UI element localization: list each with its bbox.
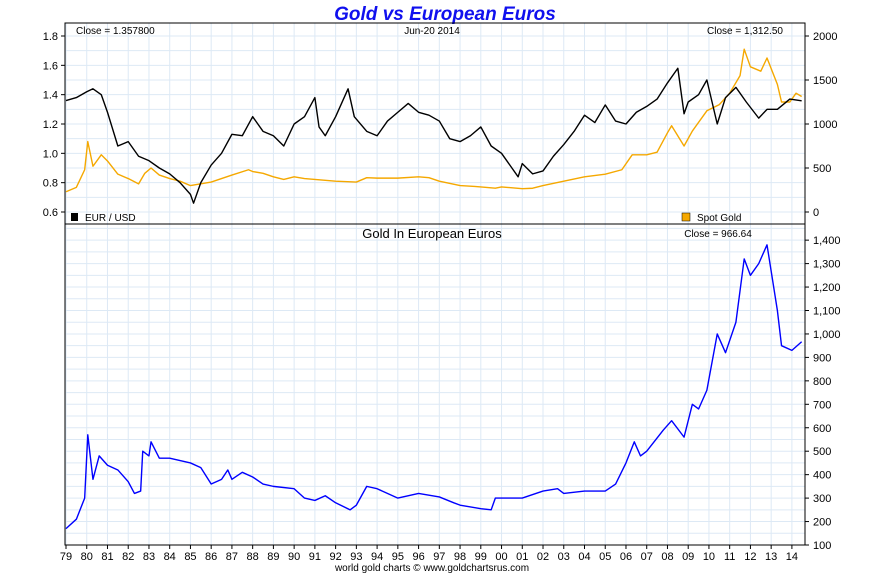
y-lower-tick-label: 400 <box>813 470 831 482</box>
x-tick-label: 79 <box>60 551 72 563</box>
x-tick-label: 09 <box>682 551 694 563</box>
x-tick-label: 96 <box>412 551 424 563</box>
lower-close-label: Close = 966.64 <box>684 229 752 240</box>
y-left-tick-label: 0.6 <box>43 207 58 219</box>
lower-panel-title: Gold In European Euros <box>362 226 502 241</box>
y-lower-tick-label: 900 <box>813 352 831 364</box>
y-lower-tick-label: 1,100 <box>813 306 841 318</box>
x-tick-label: 82 <box>122 551 134 563</box>
x-tick-label: 06 <box>620 551 632 563</box>
y-lower-tick-label: 1,000 <box>813 329 841 341</box>
left-close-label: Close = 1.357800 <box>76 26 155 37</box>
x-tick-label: 80 <box>81 551 93 563</box>
y-right-tick-label: 1500 <box>813 75 837 87</box>
y-lower-tick-label: 800 <box>813 376 831 388</box>
x-tick-label: 07 <box>641 551 653 563</box>
y-lower-tick-label: 300 <box>813 493 831 505</box>
x-tick-label: 90 <box>288 551 300 563</box>
x-tick-label: 04 <box>578 551 590 563</box>
x-tick-label: 14 <box>786 551 798 563</box>
y-left-tick-label: 1.4 <box>43 90 58 102</box>
x-tick-label: 94 <box>371 551 383 563</box>
plot-frame <box>64 22 806 546</box>
y-lower-tick-label: 700 <box>813 399 831 411</box>
right-close-label: Close = 1,312.50 <box>707 26 783 37</box>
x-tick-label: 86 <box>205 551 217 563</box>
y-right-tick-label: 1000 <box>813 119 837 131</box>
x-tick-label: 84 <box>164 551 176 563</box>
x-tick-label: 97 <box>433 551 445 563</box>
x-tick-label: 03 <box>558 551 570 563</box>
y-left-tick-label: 1.8 <box>43 31 58 43</box>
y-lower-tick-label: 200 <box>813 517 831 529</box>
date-label: Jun-20 2014 <box>404 26 460 37</box>
legend-swatch-eurusd <box>71 213 78 221</box>
y-lower-tick-label: 1,400 <box>813 235 841 247</box>
x-tick-label: 91 <box>309 551 321 563</box>
x-tick-label: 98 <box>454 551 466 563</box>
series-eur-usd <box>65 67 802 204</box>
legend-spot-gold: Spot Gold <box>697 213 741 224</box>
y-lower-tick-label: 1,200 <box>813 282 841 294</box>
x-tick-label: 89 <box>267 551 279 563</box>
x-tick-label: 12 <box>744 551 756 563</box>
x-tick-label: 13 <box>765 551 777 563</box>
x-tick-label: 92 <box>329 551 341 563</box>
y-lower-tick-label: 100 <box>813 540 831 552</box>
x-tick-label: 95 <box>392 551 404 563</box>
y-lower-tick-label: 600 <box>813 423 831 435</box>
x-tick-label: 81 <box>101 551 113 563</box>
y-right-tick-label: 500 <box>813 163 831 175</box>
x-tick-label: 01 <box>516 551 528 563</box>
y-lower-tick-label: 1,300 <box>813 259 841 271</box>
y-left-tick-label: 1.2 <box>43 119 58 131</box>
y-left-tick-label: 0.8 <box>43 178 58 190</box>
y-left-tick-label: 1.6 <box>43 60 58 72</box>
x-tick-label: 99 <box>475 551 487 563</box>
y-lower-tick-label: 500 <box>813 446 831 458</box>
footer: world gold charts © www.goldchartsrus.co… <box>334 563 529 574</box>
x-tick-label: 02 <box>537 551 549 563</box>
x-tick-label: 85 <box>184 551 196 563</box>
x-tick-label: 05 <box>599 551 611 563</box>
series-gold-in-euros <box>65 244 803 530</box>
series-spot-gold <box>65 48 803 193</box>
x-tick-label: 08 <box>661 551 673 563</box>
y-left-tick-label: 1.0 <box>43 148 58 160</box>
chart-title: Gold vs European Euros <box>334 4 556 25</box>
x-tick-label: 93 <box>350 551 362 563</box>
y-right-tick-label: 0 <box>813 207 819 219</box>
legend-eurusd: EUR / USD <box>85 213 136 224</box>
x-tick-label: 00 <box>495 551 507 563</box>
x-tick-label: 10 <box>703 551 715 563</box>
x-tick-label: 11 <box>724 551 735 563</box>
legend-swatch-gold <box>681 212 691 222</box>
y-right-tick-label: 2000 <box>813 31 837 43</box>
x-tick-label: 83 <box>143 551 155 563</box>
x-tick-label: 87 <box>226 551 238 563</box>
x-tick-label: 88 <box>247 551 259 563</box>
